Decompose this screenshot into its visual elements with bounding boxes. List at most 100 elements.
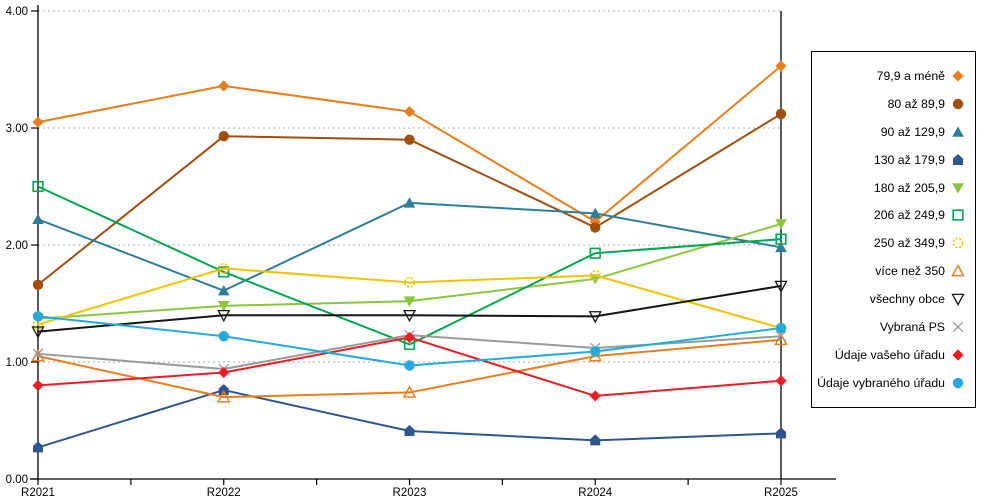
data-point-marker [590,222,601,233]
legend-item-3: 130 až 179,9 [822,153,965,167]
legend-marker-diamond-icon [952,70,964,82]
data-point-marker [32,348,44,360]
data-point-marker [775,375,787,387]
data-point-marker [589,390,601,402]
series-line-5 [37,185,782,346]
legend-marker-square-open-icon [952,209,964,222]
series-11 [32,311,787,371]
legend-marker-triangle-down-icon [952,182,964,194]
series-8 [31,280,788,339]
series-line-8 [37,284,782,333]
data-point-marker [589,270,601,281]
data-point-marker [218,366,230,379]
data-point-marker [216,389,231,403]
data-point-marker [32,213,44,225]
data-point-marker [590,434,601,446]
legend-item-7: více než 350 [822,264,965,278]
series-line-6 [37,267,782,330]
legend-label: 79,9 a méně [876,68,945,83]
data-point-marker [32,379,44,391]
x-axis-tick-label: R2022 [207,487,241,499]
data-point-marker [32,116,44,128]
legend-marker-circle-icon [952,98,964,110]
legend-item-6: 250 až 349,9 [822,236,965,250]
x-axis-tick-label: R2024 [578,487,612,499]
legend-marker-triangle-up-icon [952,126,964,137]
y-axis-tick-label: 1.00 [6,357,28,369]
data-point-marker [775,60,787,72]
legend-label: Údaje vybraného úřadu [817,375,945,390]
data-point-marker [402,385,417,398]
data-point-marker [403,331,416,344]
legend-label: Vybraná PS [879,320,945,335]
series-2 [32,197,787,296]
y-axis-tick-label: 0.00 [6,474,28,486]
data-point-marker [403,197,416,208]
data-point-marker [775,233,787,245]
y-axis-tick-label: 4.00 [6,6,28,18]
data-point-marker [775,322,787,334]
series-3 [33,384,786,453]
series-0 [32,60,787,228]
data-point-marker [31,326,45,339]
data-point-marker [217,301,230,312]
data-point-marker [218,331,229,342]
x-axis-tick-label: R2021 [21,487,55,499]
legend: 79,9 a méně 80 až 89,9 90 až 129,9 130 až 1… [811,51,976,408]
data-point-marker [218,80,230,92]
legend-marker-circle-open-icon [952,237,964,249]
legend-marker-triangle-down-open-icon [951,293,965,307]
legend-item-10: Údaje vašeho úřadu [822,348,965,362]
data-point-marker [402,309,417,323]
legend-item-4: 180 až 205,9 [822,181,965,195]
data-point-marker [404,134,415,145]
data-point-marker [217,309,231,323]
legend-marker-triangle-open-icon [951,264,965,277]
legend-marker-diamond-icon [952,349,964,361]
data-point-marker [404,277,415,288]
legend-item-5: 206 až 249,9 [822,208,965,222]
series-7 [31,332,788,403]
y-axis-tick-label: 2.00 [6,240,28,252]
data-point-marker [32,279,44,290]
data-point-marker [217,285,230,296]
data-point-marker [590,346,601,357]
data-point-marker [775,331,787,342]
data-point-marker [775,219,787,230]
y-axis-tick-label: 3.00 [6,123,28,135]
data-point-marker [404,425,415,437]
x-axis-tick-label: R2025 [764,487,798,499]
data-point-marker [218,262,230,274]
data-point-marker [218,384,229,396]
data-point-marker [218,266,230,278]
data-point-marker [589,247,601,259]
legend-label: Údaje vašeho úřadu [834,348,945,363]
series-line-3 [37,389,782,449]
series-1 [32,108,787,290]
data-point-marker [775,108,787,120]
data-point-marker [403,296,416,307]
data-point-marker [33,441,43,453]
legend-label: všechny obce [869,292,945,307]
legend-label: více než 350 [875,264,945,279]
data-point-marker [589,207,602,219]
legend-marker-circle-icon [952,377,964,389]
data-point-marker [32,180,44,193]
legend-label: 180 až 205,9 [873,180,945,195]
data-point-marker [32,311,44,322]
legend-label: 80 až 89,9 [887,96,945,111]
legend-item-2: 90 až 129,9 [822,125,965,139]
legend-item-0: 79,9 a méně [822,69,965,83]
data-point-marker [588,311,602,324]
legend-item-1: 80 až 89,9 [822,97,965,111]
legend-label: 250 až 349,9 [873,236,945,251]
legend-label: 130 až 179,9 [873,152,945,167]
data-point-marker [775,241,787,253]
legend-item-11: Údaje vybraného úřadu [817,376,965,390]
legend-item-9: Vybraná PS [822,320,965,334]
legend-marker-x-icon [952,321,964,333]
data-point-marker [776,427,786,439]
series-line-7 [37,338,782,399]
